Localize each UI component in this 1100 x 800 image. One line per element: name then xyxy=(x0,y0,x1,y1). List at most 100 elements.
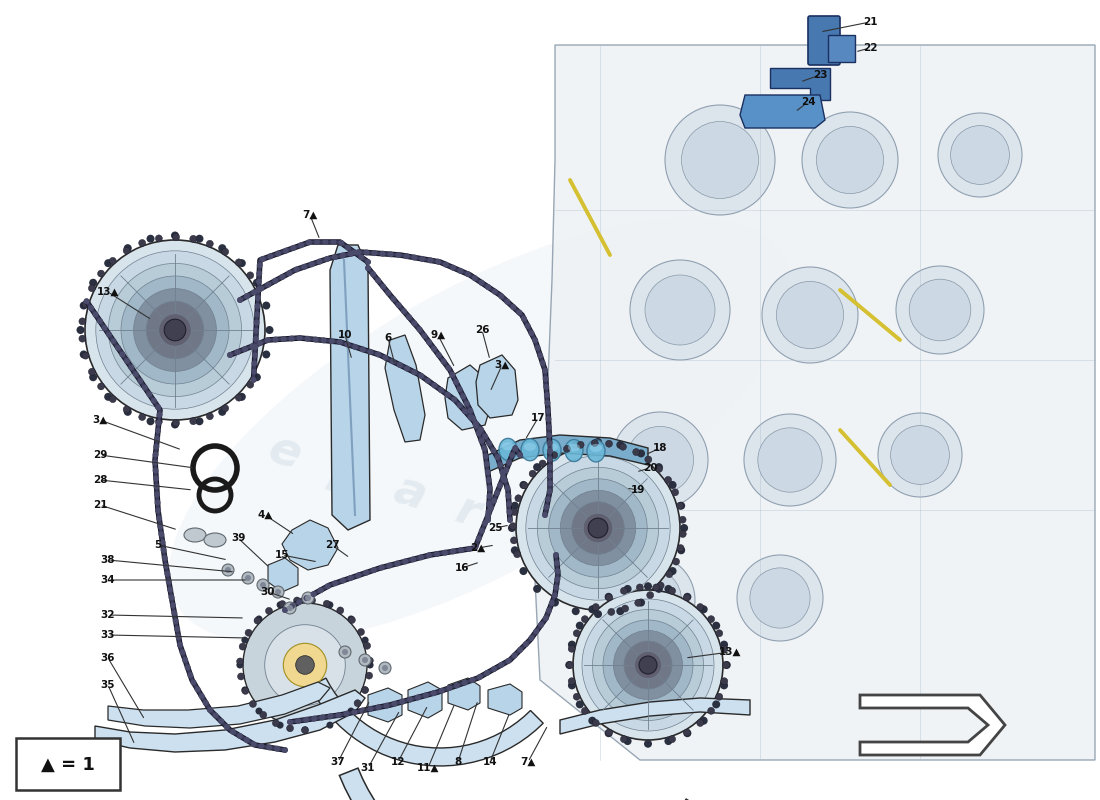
Circle shape xyxy=(546,416,551,422)
Circle shape xyxy=(250,343,255,349)
Circle shape xyxy=(509,452,515,458)
Circle shape xyxy=(266,744,272,750)
Circle shape xyxy=(664,737,672,745)
Circle shape xyxy=(488,505,494,511)
Text: 16: 16 xyxy=(454,563,470,573)
Circle shape xyxy=(569,678,575,685)
Circle shape xyxy=(425,378,431,384)
Circle shape xyxy=(253,374,261,382)
Circle shape xyxy=(365,259,371,265)
Circle shape xyxy=(317,258,322,265)
Circle shape xyxy=(737,555,823,641)
Text: 11▲: 11▲ xyxy=(417,763,439,773)
Circle shape xyxy=(344,342,351,347)
Polygon shape xyxy=(770,68,830,100)
Circle shape xyxy=(453,379,459,385)
Ellipse shape xyxy=(524,442,536,450)
Circle shape xyxy=(295,718,301,724)
Text: 20: 20 xyxy=(642,463,658,473)
Circle shape xyxy=(340,253,345,258)
Circle shape xyxy=(605,729,613,736)
Circle shape xyxy=(547,440,552,446)
Circle shape xyxy=(462,680,468,686)
Circle shape xyxy=(265,607,273,614)
Circle shape xyxy=(578,442,584,448)
Circle shape xyxy=(123,244,132,252)
Circle shape xyxy=(267,254,274,259)
Circle shape xyxy=(162,555,167,561)
Circle shape xyxy=(492,289,498,294)
Circle shape xyxy=(462,408,469,414)
Circle shape xyxy=(716,694,723,700)
Polygon shape xyxy=(368,688,402,722)
Circle shape xyxy=(639,656,657,674)
Circle shape xyxy=(554,568,561,574)
Circle shape xyxy=(336,712,341,718)
Ellipse shape xyxy=(635,651,661,678)
Circle shape xyxy=(519,567,527,575)
Circle shape xyxy=(421,333,428,339)
Circle shape xyxy=(297,335,302,341)
Circle shape xyxy=(339,646,351,658)
Polygon shape xyxy=(108,682,330,728)
Circle shape xyxy=(253,328,260,334)
Circle shape xyxy=(438,387,444,393)
Circle shape xyxy=(358,629,364,635)
Circle shape xyxy=(506,509,513,515)
Circle shape xyxy=(477,426,484,433)
Circle shape xyxy=(678,546,685,554)
Circle shape xyxy=(608,609,615,615)
Circle shape xyxy=(364,642,371,650)
Circle shape xyxy=(304,717,309,722)
Circle shape xyxy=(553,560,560,566)
Circle shape xyxy=(235,394,242,401)
Circle shape xyxy=(329,338,334,344)
Circle shape xyxy=(758,428,822,492)
Polygon shape xyxy=(340,768,703,800)
Circle shape xyxy=(355,572,362,578)
Text: 29: 29 xyxy=(92,450,107,460)
Circle shape xyxy=(301,726,308,734)
Circle shape xyxy=(506,460,513,466)
Circle shape xyxy=(290,245,297,251)
Circle shape xyxy=(187,672,194,678)
Circle shape xyxy=(254,303,261,310)
Circle shape xyxy=(296,599,303,605)
Text: 18: 18 xyxy=(652,443,668,453)
Circle shape xyxy=(486,477,492,483)
Circle shape xyxy=(411,369,417,375)
Circle shape xyxy=(286,270,293,276)
Circle shape xyxy=(196,234,204,242)
Polygon shape xyxy=(268,558,298,592)
Circle shape xyxy=(477,674,483,680)
Circle shape xyxy=(549,600,554,606)
Circle shape xyxy=(251,290,257,295)
Circle shape xyxy=(534,628,539,634)
Circle shape xyxy=(343,710,350,717)
Circle shape xyxy=(161,547,166,553)
Circle shape xyxy=(170,602,176,608)
Circle shape xyxy=(298,242,305,248)
Circle shape xyxy=(451,397,458,402)
Polygon shape xyxy=(408,682,442,718)
Circle shape xyxy=(630,260,730,360)
Circle shape xyxy=(700,606,707,614)
Circle shape xyxy=(362,637,369,643)
Circle shape xyxy=(605,729,613,737)
Circle shape xyxy=(146,391,152,397)
Ellipse shape xyxy=(169,217,791,643)
Circle shape xyxy=(153,475,159,482)
Circle shape xyxy=(510,546,519,554)
Circle shape xyxy=(363,570,370,576)
Circle shape xyxy=(528,635,535,641)
Circle shape xyxy=(101,325,108,330)
Circle shape xyxy=(436,258,441,265)
Circle shape xyxy=(223,724,230,730)
Circle shape xyxy=(517,452,522,458)
Circle shape xyxy=(88,368,96,375)
Text: 21: 21 xyxy=(862,17,878,27)
Circle shape xyxy=(605,555,695,645)
Circle shape xyxy=(156,420,162,426)
Circle shape xyxy=(484,670,490,676)
Circle shape xyxy=(676,502,683,510)
